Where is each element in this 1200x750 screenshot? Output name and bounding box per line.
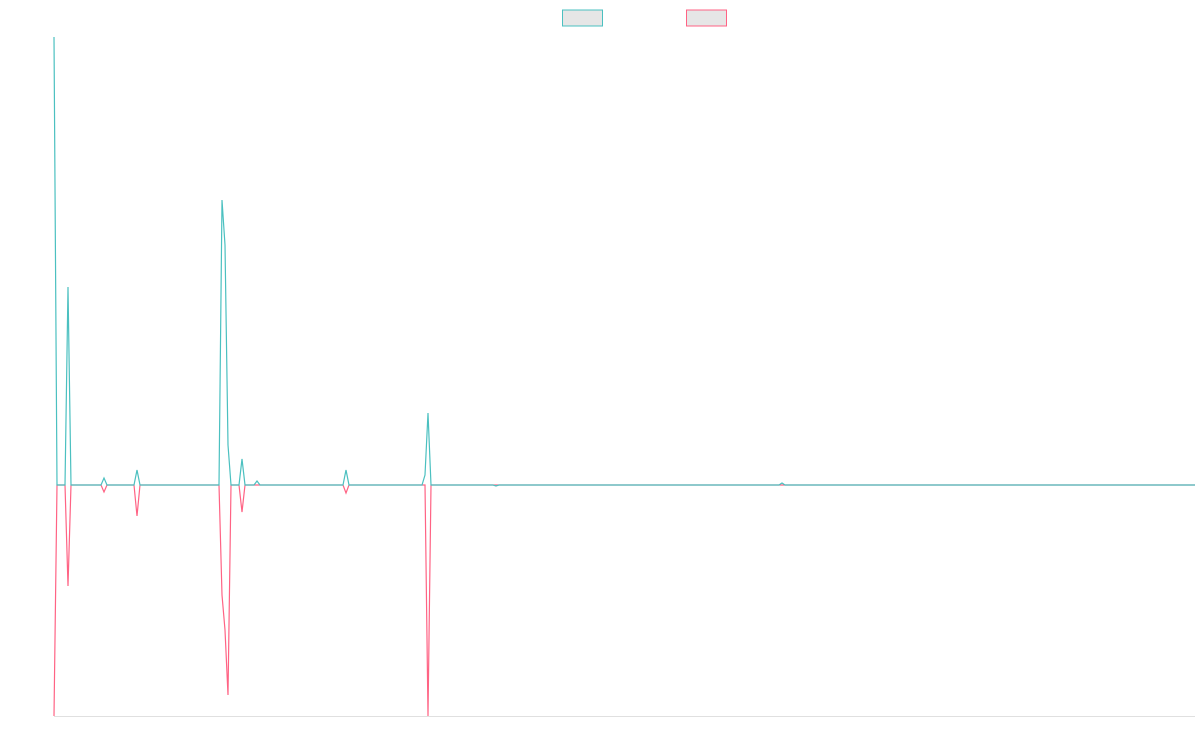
series-line bbox=[53, 36, 1195, 487]
legend-swatch bbox=[562, 9, 603, 27]
legend-swatch bbox=[686, 9, 727, 27]
series-line bbox=[53, 484, 1195, 717]
